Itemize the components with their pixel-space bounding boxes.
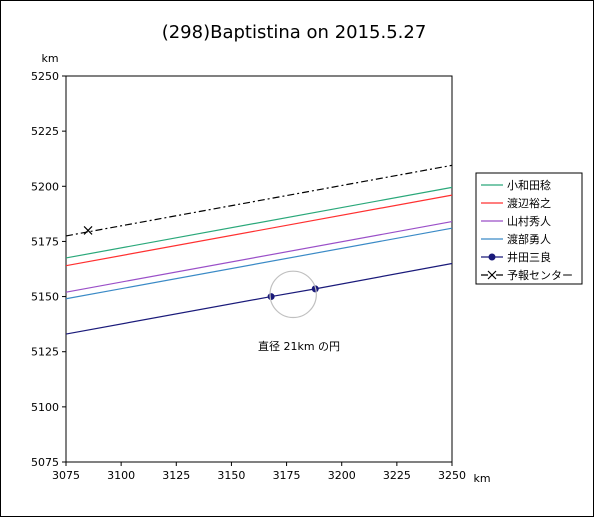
- series-point: [83, 225, 93, 235]
- y-tick-label: 5250: [31, 70, 59, 83]
- legend-marker: [488, 253, 496, 261]
- x-tick-label: 3100: [107, 469, 135, 482]
- y-tick-label: 5150: [31, 291, 59, 304]
- legend-label: 井田三良: [507, 250, 551, 264]
- x-tick-label: 3225: [383, 469, 411, 482]
- legend-label: 山村秀人: [507, 214, 551, 228]
- x-tick-label: 3075: [52, 469, 80, 482]
- series-line-6: [65, 164, 453, 237]
- series-line-2: [65, 194, 453, 267]
- x-tick-label: 3250: [438, 469, 466, 482]
- y-tick-label: 5200: [31, 180, 59, 193]
- series-point: [267, 293, 275, 301]
- circle-annotation: 直径 21km の円: [258, 339, 340, 353]
- x-tick-label: 3200: [328, 469, 356, 482]
- series-line-1: [65, 186, 453, 259]
- y-axis-unit-label: km: [41, 52, 58, 65]
- y-tick-label: 5225: [31, 125, 59, 138]
- series-line-3: [65, 220, 453, 293]
- series-line-4: [65, 227, 453, 300]
- diameter-circle: [269, 270, 317, 319]
- chart-title: (298)Baptistina on 2015.5.27: [162, 22, 427, 43]
- legend-box: [475, 172, 583, 285]
- y-tick-label: 5075: [31, 456, 59, 469]
- y-tick-label: 5100: [31, 401, 59, 414]
- x-tick-label: 3175: [273, 469, 301, 482]
- x-tick-label: 3150: [217, 469, 245, 482]
- y-tick-label: 5125: [31, 346, 59, 359]
- legend-label: 渡部勇人: [507, 232, 551, 246]
- legend-label: 小和田稔: [507, 178, 551, 192]
- y-tick-label: 5175: [31, 235, 59, 248]
- legend-marker: [487, 270, 497, 280]
- legend-label: 渡辺裕之: [507, 196, 551, 210]
- x-axis-unit-label: km: [473, 472, 490, 485]
- x-tick-label: 3125: [162, 469, 190, 482]
- legend-label: 予報センター: [507, 269, 573, 282]
- series-line-5: [65, 262, 453, 335]
- plot-area: [65, 75, 453, 463]
